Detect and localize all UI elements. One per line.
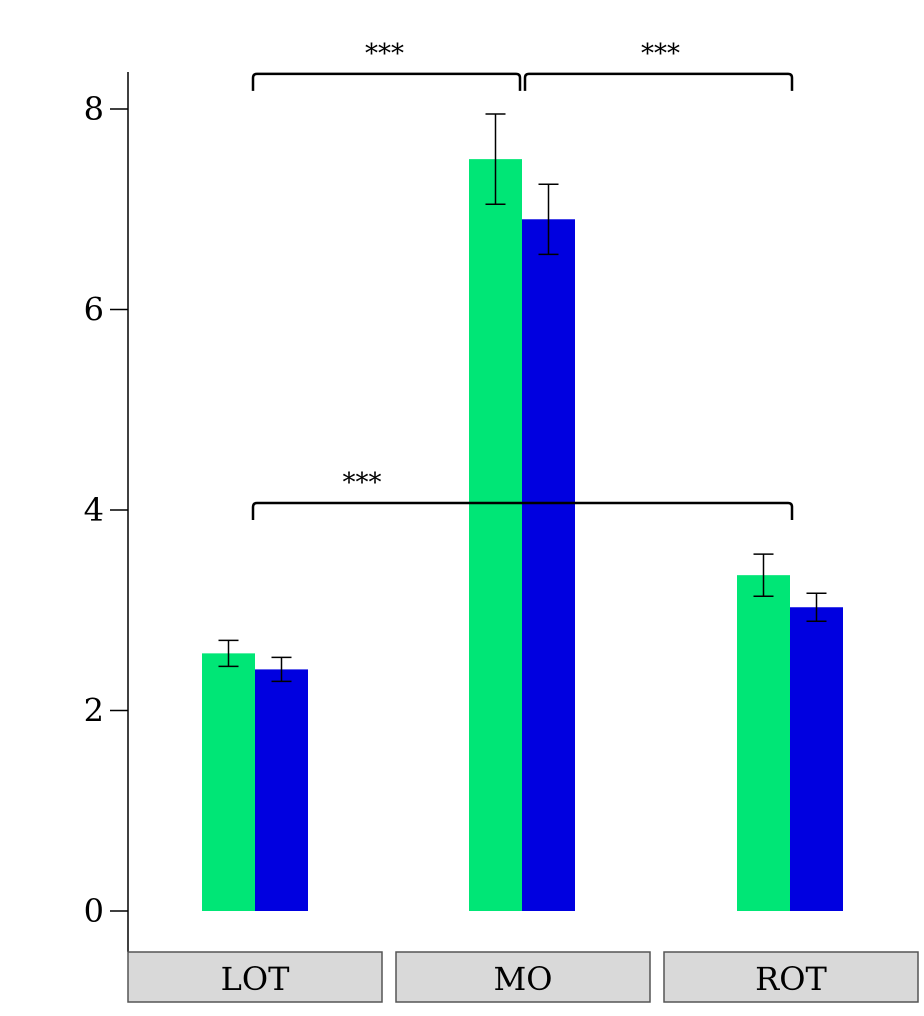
y-tick-label: 8 [84, 90, 104, 128]
significance-bracket: *** [523, 39, 794, 91]
significance-label: *** [641, 39, 680, 69]
y-tick-label: 0 [84, 892, 104, 930]
significance-label: *** [365, 39, 404, 69]
significance-bracket: *** [251, 39, 522, 91]
panel-rot: ROT [663, 951, 919, 1003]
error-bar [806, 592, 827, 623]
bar-mo-series-1 [469, 159, 522, 911]
error-bar [538, 183, 559, 256]
bar-rot-series-2 [790, 607, 843, 911]
panel-label-rot: ROT [755, 960, 827, 998]
y-tick-label: 6 [84, 291, 104, 329]
y-tick-label: 4 [84, 491, 104, 529]
significance-bracket: *** [251, 468, 794, 520]
bars [202, 159, 843, 911]
error-bar [485, 113, 506, 205]
panel-label-mo: MO [494, 960, 553, 998]
bar-lot-series-2 [255, 669, 308, 911]
error-bar [271, 656, 292, 683]
error-bar [218, 639, 239, 668]
significance-brackets: *** *** *** [251, 39, 794, 520]
panel-mo: MO [395, 951, 651, 1003]
bar-lot-series-1 [202, 653, 255, 911]
y-axis-ticks: 0 2 4 6 8 [84, 90, 128, 930]
significance-label: *** [343, 468, 382, 498]
bar-rot-series-1 [737, 575, 790, 911]
panel-label-lot: LOT [221, 960, 290, 998]
y-tick-label: 2 [84, 692, 104, 730]
panel-lot: LOT [127, 951, 383, 1003]
bar-mo-series-2 [522, 219, 575, 911]
error-bar [753, 553, 774, 597]
error-bars [218, 113, 827, 683]
